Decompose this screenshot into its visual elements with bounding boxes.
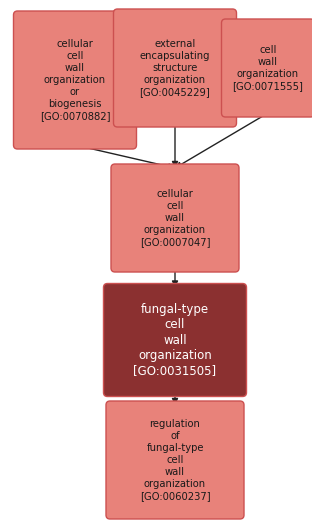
Text: external
encapsulating
structure
organization
[GO:0045229]: external encapsulating structure organiz… xyxy=(140,39,210,97)
FancyBboxPatch shape xyxy=(114,9,236,127)
FancyBboxPatch shape xyxy=(106,401,244,519)
Text: regulation
of
fungal-type
cell
wall
organization
[GO:0060237]: regulation of fungal-type cell wall orga… xyxy=(140,419,210,501)
Text: cell
wall
organization
[GO:0071555]: cell wall organization [GO:0071555] xyxy=(232,45,304,91)
FancyBboxPatch shape xyxy=(111,164,239,272)
Text: cellular
cell
wall
organization
or
biogenesis
[GO:0070882]: cellular cell wall organization or bioge… xyxy=(40,39,110,121)
FancyBboxPatch shape xyxy=(104,283,246,397)
Text: fungal-type
cell
wall
organization
[GO:0031505]: fungal-type cell wall organization [GO:0… xyxy=(134,303,217,377)
FancyBboxPatch shape xyxy=(222,19,312,117)
FancyBboxPatch shape xyxy=(13,11,137,149)
Text: cellular
cell
wall
organization
[GO:0007047]: cellular cell wall organization [GO:0007… xyxy=(140,189,210,247)
